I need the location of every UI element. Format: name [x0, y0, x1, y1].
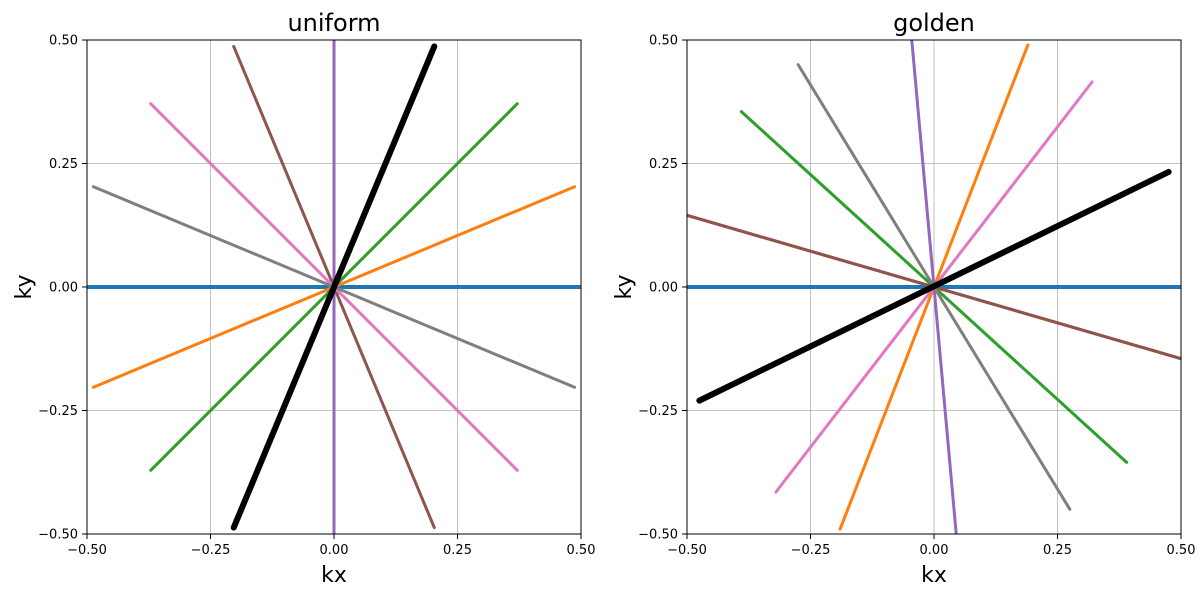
y-tick-label: 0.00	[649, 281, 678, 296]
y-axis-label: ky	[12, 275, 37, 300]
x-tick-label: 0.50	[1167, 543, 1196, 558]
chart-title: golden	[893, 9, 975, 37]
y-tick-label: −0.25	[638, 404, 678, 419]
x-tick-label: 0.25	[443, 543, 472, 558]
series-group	[87, 40, 581, 534]
x-tick-label: −0.50	[667, 543, 707, 558]
x-tick-label: −0.25	[791, 543, 831, 558]
panel-uniform: −0.50−0.50 −0.25 −0.25 0.00 0.00 0.25 0.25 0.50…	[12, 9, 595, 588]
x-axis-label: kx	[321, 563, 347, 588]
series-line-8	[230, 43, 438, 531]
panel-golden: −0.50−0.50 −0.25 −0.25 0.00 0.00 0.25 0.25 0.50…	[612, 9, 1195, 588]
y-tick-label: 0.25	[49, 157, 78, 172]
y-tick-label: 0.25	[649, 157, 678, 172]
x-tick-label: 0.00	[920, 543, 949, 558]
x-tick-label: 0.00	[320, 543, 349, 558]
y-tick-label: −0.25	[38, 404, 78, 419]
x-axis-label: kx	[921, 563, 947, 588]
x-tick-label: −0.25	[191, 543, 231, 558]
y-tick-label: 0.00	[49, 281, 78, 296]
y-tick-label: −0.50	[638, 528, 678, 543]
y-tick-label: 0.50	[649, 34, 678, 49]
x-tick-label: 0.50	[567, 543, 596, 558]
series-line-8	[696, 168, 1172, 404]
chart-title: uniform	[287, 9, 380, 37]
x-tick-label: 0.25	[1043, 543, 1072, 558]
y-tick-label: −0.50	[38, 528, 78, 543]
y-tick-label: 0.50	[49, 34, 78, 49]
y-axis-label: ky	[612, 275, 637, 300]
x-tick-label: −0.50	[67, 543, 107, 558]
series-group	[687, 40, 1181, 534]
